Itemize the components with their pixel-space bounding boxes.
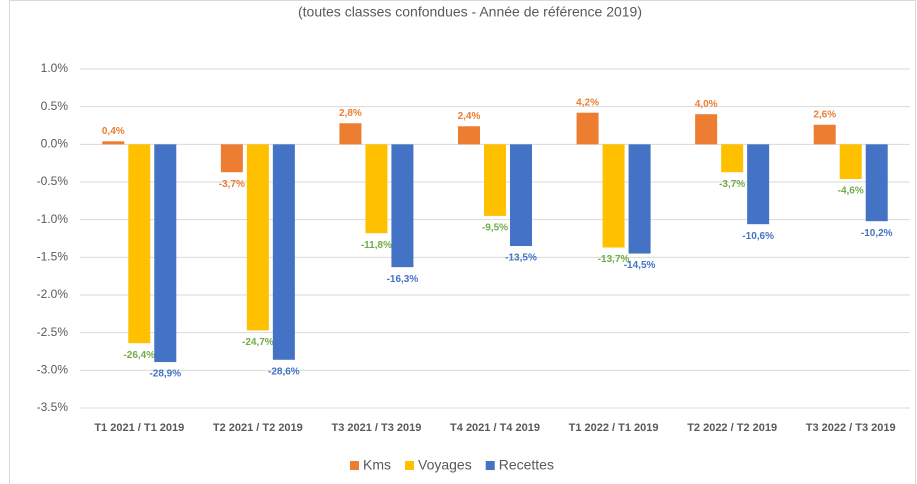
x-tick-label: T2 2021 / T2 2019 (213, 422, 303, 434)
data-label: -10,2% (861, 228, 893, 239)
bar (391, 144, 414, 268)
legend-label: Recettes (499, 457, 554, 473)
data-label: 2,6% (813, 109, 836, 120)
data-label: -16,3% (387, 274, 419, 285)
x-tick-label: T1 2021 / T1 2019 (94, 422, 184, 434)
bar (865, 144, 888, 222)
y-tick-label: -0.5% (37, 174, 69, 188)
data-label: 0,4% (102, 126, 125, 137)
data-label: -3,7% (219, 179, 245, 190)
bar (602, 144, 625, 248)
bar (272, 144, 295, 360)
data-label: -26,4% (123, 350, 155, 361)
bar (747, 144, 770, 225)
data-label: -11,8% (361, 240, 392, 251)
bar (154, 144, 177, 363)
y-tick-label: -3.0% (37, 363, 69, 377)
data-label: -10,6% (742, 231, 774, 242)
x-tick-label: T3 2021 / T3 2019 (331, 422, 421, 434)
bar (839, 144, 862, 179)
y-tick-label: -1.0% (37, 212, 69, 226)
data-label: -14,5% (624, 260, 656, 271)
data-label: 2,4% (458, 111, 481, 122)
data-label: 2,8% (339, 108, 362, 119)
data-label: -3,7% (719, 179, 745, 190)
x-tick-label: T2 2022 / T2 2019 (687, 422, 777, 434)
bar (576, 112, 599, 145)
data-label: 4,2% (576, 97, 599, 108)
chart-border (9, 0, 916, 484)
bar (458, 126, 480, 145)
y-tick-label: 0.5% (41, 99, 69, 113)
bar (628, 144, 651, 254)
y-tick-label: -1.5% (37, 250, 69, 264)
y-tick-label: 0.0% (41, 137, 69, 151)
bar (721, 144, 744, 173)
bar (813, 124, 836, 145)
data-label: -28,9% (149, 369, 181, 380)
x-tick-label: T4 2021 / T4 2019 (450, 422, 540, 434)
legend-swatch (405, 461, 414, 470)
bar (510, 144, 532, 247)
legend-swatch (485, 461, 495, 470)
bar (102, 141, 125, 145)
data-label: -13,7% (598, 254, 630, 265)
y-tick-label: 1.0% (41, 61, 69, 75)
x-tick-label: T3 2022 / T3 2019 (806, 422, 896, 434)
bar (128, 144, 151, 344)
data-label: -28,6% (268, 366, 300, 377)
data-label: -24,7% (242, 337, 274, 348)
bar (246, 144, 269, 331)
data-label: -13,5% (505, 253, 537, 264)
bar (365, 144, 388, 234)
data-label: -9,5% (482, 223, 508, 234)
bar (220, 144, 243, 173)
chart-subtitle: (toutes classes confondues - Année de ré… (298, 4, 642, 20)
legend-label: Kms (363, 457, 391, 473)
legend-swatch (350, 461, 359, 470)
data-label: -4,6% (838, 186, 864, 197)
y-tick-label: -2.5% (37, 325, 69, 339)
y-tick-label: -2.0% (37, 287, 69, 301)
bar (695, 114, 718, 145)
legend-label: Voyages (418, 457, 472, 473)
x-tick-label: T1 2022 / T1 2019 (569, 422, 659, 434)
data-label: 4,0% (695, 99, 718, 110)
bar (484, 144, 506, 216)
bar (339, 123, 362, 145)
y-tick-label: -3.5% (37, 400, 69, 414)
